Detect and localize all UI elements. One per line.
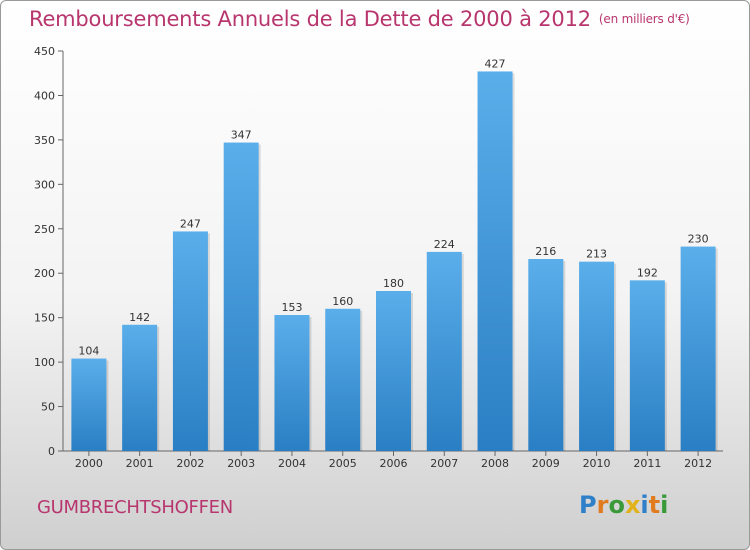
y-tick-label: 300 — [34, 178, 55, 191]
bar-value-label: 153 — [281, 301, 302, 314]
bar-value-label: 247 — [180, 217, 201, 230]
bar-value-label: 192 — [637, 266, 658, 279]
y-tick-label: 0 — [48, 445, 55, 458]
bar — [223, 142, 259, 452]
chart-title-text: Remboursements Annuels de la Dette de 20… — [29, 7, 591, 31]
commune-name: GUMBRECHTSHOFFEN — [37, 497, 233, 518]
bar-value-label: 213 — [586, 248, 607, 261]
bar — [122, 324, 158, 451]
logo-letter: i — [640, 491, 649, 519]
chart-labels: 104 2000 142 2001 247 2002 347 2003 153 2004 160 20… — [75, 57, 712, 470]
proxiti-logo: Proxiti — [579, 491, 668, 519]
x-tick-label: 2007 — [430, 457, 458, 470]
bar-value-label: 427 — [485, 57, 506, 70]
y-tick-label: 100 — [34, 356, 55, 369]
bar-chart: 0 50 100 150 200 250 300 350 400 450 104 2000 142 20… — [34, 45, 723, 470]
bar-value-label: 142 — [129, 311, 150, 324]
x-tick-label: 2001 — [126, 457, 154, 470]
y-tick-label: 200 — [34, 267, 55, 280]
y-tick-label: 50 — [41, 401, 55, 414]
y-tick-label: 350 — [34, 134, 55, 147]
x-tick-label: 2005 — [329, 457, 357, 470]
bar-value-label: 224 — [434, 238, 455, 251]
logo-letter: o — [608, 491, 625, 519]
bar-value-label: 216 — [535, 245, 556, 258]
bar — [325, 308, 361, 451]
x-tick-label: 2004 — [278, 457, 306, 470]
y-tick-label: 400 — [34, 89, 55, 102]
bar — [71, 358, 107, 451]
logo-letter: x — [624, 491, 641, 519]
x-tick-label: 2002 — [176, 457, 204, 470]
x-tick-label: 2012 — [684, 457, 712, 470]
logo-letter: r — [596, 491, 609, 519]
bar-value-label: 230 — [688, 233, 709, 246]
x-tick-label: 2009 — [532, 457, 560, 470]
x-tick-label: 2010 — [583, 457, 611, 470]
chart-bars — [71, 71, 718, 452]
x-tick-label: 2000 — [75, 457, 103, 470]
bar — [172, 231, 208, 451]
logo-letter: P — [579, 491, 597, 519]
bar — [579, 261, 615, 451]
x-tick-label: 2011 — [633, 457, 661, 470]
x-tick-label: 2003 — [227, 457, 255, 470]
y-tick-label: 150 — [34, 312, 55, 325]
bar — [426, 251, 462, 451]
bar-value-label: 347 — [231, 129, 252, 142]
bar-value-label: 160 — [332, 295, 353, 308]
bar-value-label: 104 — [78, 345, 99, 358]
chart-subtitle: (en milliers d'€) — [598, 12, 690, 26]
bar-value-label: 180 — [383, 277, 404, 290]
y-tick-label: 250 — [34, 223, 55, 236]
bar — [629, 280, 665, 451]
logo-letter: t — [648, 491, 661, 519]
bar — [680, 246, 716, 451]
x-tick-label: 2006 — [380, 457, 408, 470]
y-tick-label: 450 — [34, 45, 55, 58]
x-tick-label: 2008 — [481, 457, 509, 470]
logo-letter: i — [660, 491, 669, 519]
bar — [528, 259, 564, 451]
bar — [274, 315, 310, 451]
bar — [477, 71, 513, 451]
chart-title: Remboursements Annuels de la Dette de 20… — [29, 7, 690, 31]
bar — [376, 291, 411, 451]
